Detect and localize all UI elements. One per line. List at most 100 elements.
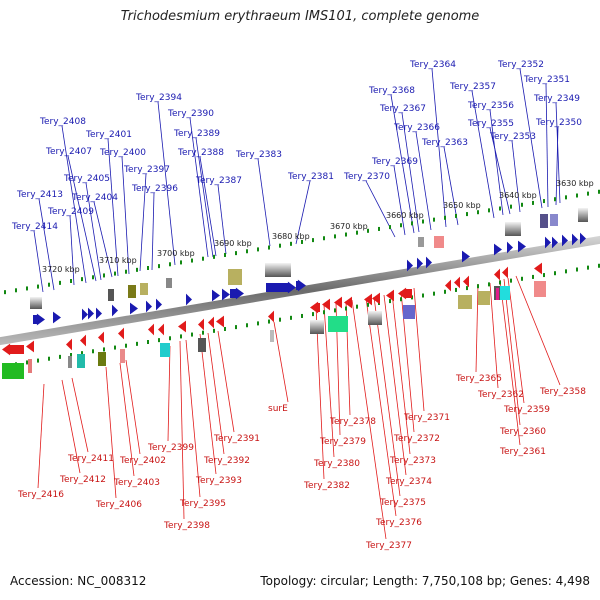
forward-gene-arrow[interactable] — [426, 256, 432, 269]
gene-label-forward[interactable]: Tery_2407 — [45, 147, 92, 157]
reverse-gene-arrow[interactable] — [364, 293, 372, 306]
forward-gene-arrow[interactable] — [507, 241, 513, 254]
forward-gene-arrow[interactable] — [88, 307, 94, 320]
gene-label-forward[interactable]: Tery_2355 — [467, 119, 514, 129]
gene-label-forward[interactable]: Tery_2383 — [235, 150, 282, 160]
reverse-gene-arrow[interactable] — [334, 296, 342, 309]
gene-label-reverse[interactable]: Tery_2378 — [329, 417, 376, 427]
gene-label-forward[interactable]: Tery_2349 — [533, 94, 580, 104]
gene-label-forward[interactable]: Tery_2351 — [523, 75, 570, 85]
forward-gene-arrow[interactable] — [96, 307, 102, 320]
gene-label-forward[interactable]: Tery_2369 — [371, 157, 418, 167]
forward-gene-arrow[interactable] — [146, 300, 152, 313]
forward-gene-arrow[interactable] — [580, 232, 586, 245]
forward-gene-arrow[interactable] — [417, 257, 423, 270]
gene-features[interactable] — [2, 232, 586, 356]
gene-label-forward[interactable]: Tery_2352 — [497, 60, 544, 70]
gene-label-reverse[interactable]: Tery_2359 — [503, 405, 550, 415]
reverse-gene-arrow[interactable] — [216, 315, 224, 328]
forward-gene-arrow[interactable] — [572, 233, 578, 246]
gene-label-forward[interactable]: Tery_2397 — [123, 165, 170, 175]
gene-label-forward[interactable]: Tery_2381 — [287, 172, 334, 182]
reverse-gene-arrow[interactable] — [494, 268, 500, 281]
reverse-gene-arrow[interactable] — [502, 266, 508, 279]
reverse-gene-arrow[interactable] — [534, 262, 542, 275]
gene-label-reverse[interactable]: Tery_2416 — [17, 490, 64, 500]
forward-gene-labels[interactable]: Tery_2414 Tery_2413 Tery_2409 Tery_2408 Tery… — [11, 60, 582, 232]
reverse-gene-arrow[interactable] — [386, 289, 394, 302]
gene-label-reverse[interactable]: Tery_2398 — [163, 521, 210, 531]
forward-gene-arrow[interactable] — [462, 250, 470, 263]
reverse-gene-arrow[interactable] — [98, 331, 104, 344]
gene-label-forward[interactable]: Tery_2387 — [195, 176, 242, 186]
gene-label-reverse[interactable]: Tery_2411 — [67, 454, 114, 464]
reverse-gene-arrow[interactable] — [66, 338, 72, 351]
reverse-gene-arrow[interactable] — [178, 320, 186, 333]
forward-gene-arrow[interactable] — [407, 259, 413, 272]
reverse-gene-arrow[interactable] — [208, 316, 214, 329]
gene-label-forward[interactable]: Tery_2405 — [63, 174, 110, 184]
gene-label-reverse[interactable]: Tery_2399 — [147, 443, 194, 453]
forward-gene-arrow[interactable] — [266, 281, 296, 294]
reverse-gene-arrow[interactable] — [445, 279, 451, 292]
gene-label-forward[interactable]: Tery_2353 — [489, 132, 536, 142]
forward-gene-arrow[interactable] — [518, 240, 526, 253]
gene-label-reverse[interactable]: Tery_2360 — [499, 427, 546, 437]
forward-gene-arrow[interactable] — [494, 243, 502, 256]
reverse-gene-arrow[interactable] — [463, 275, 469, 288]
gene-label-reverse[interactable]: Tery_2377 — [365, 541, 412, 551]
gene-label-reverse[interactable]: Tery_2402 — [119, 456, 166, 466]
gene-label-reverse[interactable]: Tery_2372 — [393, 434, 440, 444]
gene-label-reverse[interactable]: surE — [268, 404, 288, 414]
gene-label-reverse[interactable]: Tery_2392 — [203, 456, 250, 466]
reverse-gene-arrow[interactable] — [148, 323, 154, 336]
reverse-gene-arrow[interactable] — [322, 298, 330, 311]
forward-gene-arrow[interactable] — [33, 313, 45, 326]
gene-label-forward[interactable]: Tery_2388 — [177, 148, 224, 158]
reverse-gene-arrow[interactable] — [310, 301, 320, 314]
gene-label-forward[interactable]: Tery_2408 — [39, 117, 86, 127]
gene-label-forward[interactable]: Tery_2357 — [449, 82, 496, 92]
forward-gene-arrow[interactable] — [82, 308, 88, 321]
gene-label-forward[interactable]: Tery_2368 — [368, 86, 415, 96]
gene-label-reverse[interactable]: Tery_2379 — [319, 437, 366, 447]
gene-label-reverse[interactable]: Tery_2412 — [59, 475, 106, 485]
reverse-gene-arrow[interactable] — [372, 292, 380, 305]
gene-label-forward[interactable]: Tery_2400 — [99, 148, 146, 158]
forward-gene-arrow[interactable] — [222, 288, 230, 301]
gene-label-forward[interactable]: Tery_2389 — [173, 129, 220, 139]
gene-label-forward[interactable]: Tery_2367 — [379, 104, 426, 114]
gene-label-reverse[interactable]: Tery_2374 — [385, 477, 432, 487]
gene-label-reverse[interactable]: Tery_2395 — [179, 499, 226, 509]
reverse-gene-labels[interactable]: Tery_2416 Tery_2412 Tery_2411 Tery_2406 Tery… — [17, 374, 586, 551]
gene-label-forward[interactable]: Tery_2401 — [85, 130, 132, 140]
reverse-gene-arrow[interactable] — [198, 318, 204, 331]
gene-label-forward[interactable]: Tery_2413 — [16, 190, 63, 200]
gene-label-forward[interactable]: Tery_2404 — [71, 193, 118, 203]
gene-label-forward[interactable]: Tery_2366 — [393, 123, 440, 133]
reverse-gene-arrow[interactable] — [80, 334, 86, 347]
gene-label-reverse[interactable]: Tery_2371 — [403, 413, 450, 423]
gene-label-forward[interactable]: Tery_2370 — [343, 172, 390, 182]
gene-label-reverse[interactable]: Tery_2403 — [113, 478, 160, 488]
forward-gene-arrow[interactable] — [212, 289, 220, 302]
gene-label-forward[interactable]: Tery_2409 — [47, 207, 94, 217]
gene-label-reverse[interactable]: Tery_2358 — [539, 387, 586, 397]
gene-label-forward[interactable]: Tery_2364 — [409, 60, 456, 70]
forward-gene-arrow[interactable] — [296, 279, 306, 292]
forward-gene-arrow[interactable] — [53, 311, 61, 324]
reverse-gene-arrow[interactable] — [268, 310, 274, 323]
forward-gene-arrow[interactable] — [186, 293, 192, 306]
gene-label-forward[interactable]: Tery_2363 — [421, 138, 468, 148]
reverse-gene-arrow[interactable] — [454, 276, 460, 289]
forward-gene-arrow[interactable] — [130, 302, 138, 315]
gene-label-forward[interactable]: Tery_2390 — [167, 109, 214, 119]
gene-label-reverse[interactable]: Tery_2382 — [303, 481, 350, 491]
reverse-gene-arrow[interactable] — [344, 296, 352, 309]
gene-label-reverse[interactable]: Tery_2380 — [313, 459, 360, 469]
forward-gene-arrow[interactable] — [545, 236, 551, 249]
reverse-gene-arrow[interactable] — [26, 340, 34, 353]
gene-label-reverse[interactable]: Tery_2393 — [195, 476, 242, 486]
gene-label-forward[interactable]: Tery_2356 — [467, 101, 514, 111]
